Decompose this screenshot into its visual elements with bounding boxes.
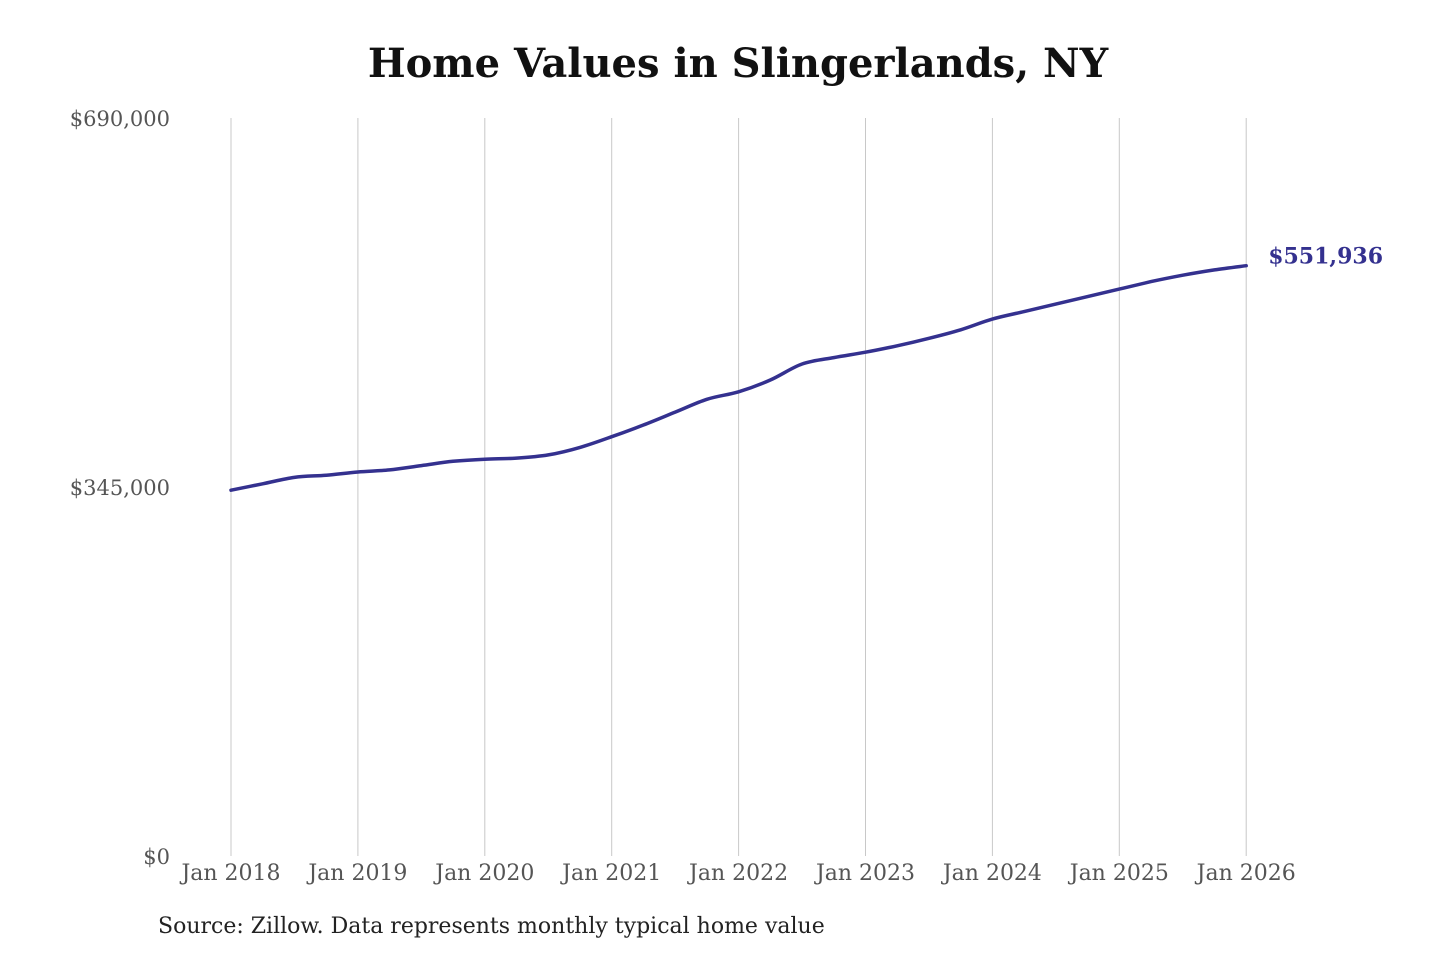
- x-tick-label: Jan 2022: [687, 861, 788, 886]
- x-tick-label: Jan 2018: [179, 861, 280, 886]
- x-axis-ticks: Jan 2018 Jan 2019 Jan 2020 Jan 2021 Jan 2022…: [179, 861, 1295, 886]
- source-note: Source: Zillow. Data represents monthly …: [158, 914, 825, 939]
- end-value-label: $551,936: [1268, 244, 1383, 270]
- y-tick-label: $0: [143, 845, 170, 869]
- x-tick-label: Jan 2025: [1068, 861, 1169, 886]
- x-tick-label: Jan 2021: [560, 861, 661, 886]
- y-tick-label: $690,000: [70, 107, 170, 131]
- x-tick-label: Jan 2024: [941, 861, 1042, 886]
- y-axis-ticks: $690,000 $345,000 $0: [70, 107, 170, 869]
- chart-title: Home Values in Slingerlands, NY: [367, 40, 1109, 87]
- x-tick-label: Jan 2023: [814, 861, 915, 886]
- x-tick-label: Jan 2019: [306, 861, 407, 886]
- x-tick-label: Jan 2026: [1195, 861, 1296, 886]
- home-value-line: [229, 263, 1248, 492]
- y-tick-label: $345,000: [70, 476, 170, 500]
- x-tick-label: Jan 2020: [433, 861, 534, 886]
- gridlines: [230, 118, 1247, 856]
